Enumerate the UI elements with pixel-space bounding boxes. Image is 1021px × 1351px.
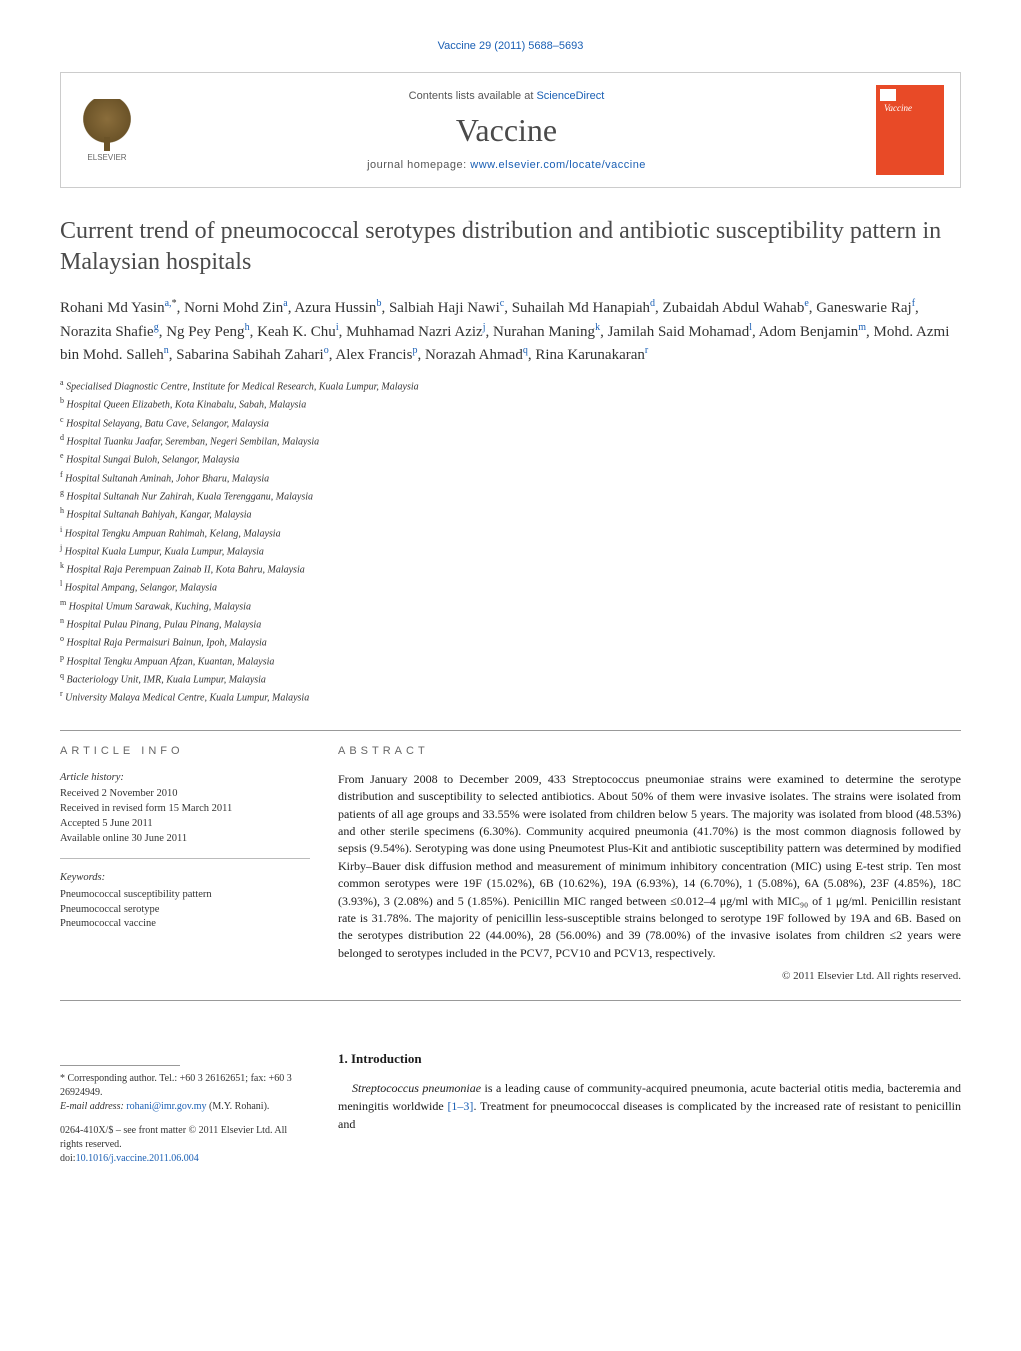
info-divider <box>60 858 310 859</box>
footer-left-column: * Corresponding author. Tel.: +60 3 2616… <box>60 1015 310 1166</box>
issn-line: 0264-410X/$ – see front matter © 2011 El… <box>60 1124 310 1152</box>
citation-header: Vaccine 29 (2011) 5688–5693 <box>60 40 961 52</box>
body-row: * Corresponding author. Tel.: +60 3 2616… <box>60 1015 961 1166</box>
page-root: Vaccine 29 (2011) 5688–5693 ELSEVIER Con… <box>0 0 1021 1206</box>
authors-list: Rohani Md Yasina,*, Norni Mohd Zina, Azu… <box>60 296 961 367</box>
contents-text: Contents lists available at <box>409 90 534 102</box>
journal-name: Vaccine <box>137 112 876 149</box>
journal-masthead: ELSEVIER Contents lists available at Sci… <box>60 72 961 188</box>
abstract-text: From January 2008 to December 2009, 433 … <box>338 771 961 962</box>
email-attribution: (M.Y. Rohani). <box>209 1101 269 1112</box>
citation-link[interactable]: Vaccine 29 (2011) 5688–5693 <box>438 40 584 52</box>
section-divider <box>60 730 961 731</box>
introduction-column: 1. Introduction Streptococcus pneumoniae… <box>338 1051 961 1166</box>
affiliation-line: i Hospital Tengku Ampuan Rahimah, Kelang… <box>60 524 961 541</box>
affiliation-line: b Hospital Queen Elizabeth, Kota Kinabal… <box>60 395 961 412</box>
affiliation-line: c Hospital Selayang, Batu Cave, Selangor… <box>60 414 961 431</box>
affiliation-line: m Hospital Umum Sarawak, Kuching, Malays… <box>60 597 961 614</box>
affiliation-line: a Specialised Diagnostic Centre, Institu… <box>60 377 961 394</box>
elsevier-tree-icon <box>82 99 132 149</box>
history-lines: Received 2 November 2010Received in revi… <box>60 787 310 846</box>
abstract-heading: ABSTRACT <box>338 745 961 757</box>
history-line: Received in revised form 15 March 2011 <box>60 802 310 817</box>
affiliation-line: e Hospital Sungai Buloh, Selangor, Malay… <box>60 450 961 467</box>
corresponding-label: * Corresponding author. Tel.: +60 3 2616… <box>60 1072 310 1100</box>
affiliation-line: l Hospital Ampang, Selangor, Malaysia <box>60 578 961 595</box>
email-label: E-mail address: <box>60 1101 124 1112</box>
introduction-heading: 1. Introduction <box>338 1051 961 1067</box>
keywords-label: Keywords: <box>60 871 310 886</box>
article-info-heading: ARTICLE INFO <box>60 745 310 757</box>
info-abstract-row: ARTICLE INFO Article history: Received 2… <box>60 745 961 982</box>
cover-text: Vaccine <box>884 103 912 113</box>
history-label: Article history: <box>60 771 310 786</box>
article-info-block: Article history: Received 2 November 201… <box>60 771 310 932</box>
journal-cover-thumbnail[interactable]: Vaccine <box>876 85 944 175</box>
footnote-rule <box>60 1065 180 1066</box>
affiliation-line: d Hospital Tuanku Jaafar, Seremban, Nege… <box>60 432 961 449</box>
keyword-line: Pneumococcal susceptibility pattern <box>60 888 310 903</box>
doi-link[interactable]: 10.1016/j.vaccine.2011.06.004 <box>76 1153 199 1164</box>
affiliation-line: o Hospital Raja Permaisuri Bainun, Ipoh,… <box>60 633 961 650</box>
masthead-center: Contents lists available at ScienceDirec… <box>137 90 876 171</box>
history-line: Available online 30 June 2011 <box>60 832 310 847</box>
affiliation-line: k Hospital Raja Perempuan Zainab II, Kot… <box>60 560 961 577</box>
homepage-label: journal homepage: <box>367 159 467 171</box>
affiliation-line: h Hospital Sultanah Bahiyah, Kangar, Mal… <box>60 505 961 522</box>
elsevier-label: ELSEVIER <box>87 153 126 162</box>
affiliation-line: f Hospital Sultanah Aminah, Johor Bharu,… <box>60 469 961 486</box>
introduction-paragraph: Streptococcus pneumoniae is a leading ca… <box>338 1079 961 1133</box>
history-line: Accepted 5 June 2011 <box>60 817 310 832</box>
affiliation-line: g Hospital Sultanah Nur Zahirah, Kuala T… <box>60 487 961 504</box>
homepage-link[interactable]: www.elsevier.com/locate/vaccine <box>470 159 646 171</box>
section-divider-2 <box>60 1000 961 1001</box>
article-title: Current trend of pneumococcal serotypes … <box>60 216 961 278</box>
keyword-line: Pneumococcal serotype <box>60 903 310 918</box>
abstract-column: ABSTRACT From January 2008 to December 2… <box>338 745 961 982</box>
affiliation-line: n Hospital Pulau Pinang, Pulau Pinang, M… <box>60 615 961 632</box>
affiliations-list: a Specialised Diagnostic Centre, Institu… <box>60 377 961 706</box>
abstract-copyright: © 2011 Elsevier Ltd. All rights reserved… <box>338 970 961 982</box>
doi-label: doi: <box>60 1153 76 1164</box>
homepage-line: journal homepage: www.elsevier.com/locat… <box>137 159 876 171</box>
sciencedirect-link[interactable]: ScienceDirect <box>536 90 604 102</box>
elsevier-logo[interactable]: ELSEVIER <box>77 95 137 165</box>
doi-block: 0264-410X/$ – see front matter © 2011 El… <box>60 1124 310 1166</box>
corresponding-email-link[interactable]: rohani@imr.gov.my <box>126 1101 206 1112</box>
keywords-lines: Pneumococcal susceptibility patternPneum… <box>60 888 310 932</box>
corresponding-author-note: * Corresponding author. Tel.: +60 3 2616… <box>60 1072 310 1114</box>
article-info-column: ARTICLE INFO Article history: Received 2… <box>60 745 310 982</box>
keyword-line: Pneumococcal vaccine <box>60 917 310 932</box>
affiliation-line: q Bacteriology Unit, IMR, Kuala Lumpur, … <box>60 670 961 687</box>
history-line: Received 2 November 2010 <box>60 787 310 802</box>
affiliation-line: r University Malaya Medical Centre, Kual… <box>60 688 961 705</box>
footer-area: * Corresponding author. Tel.: +60 3 2616… <box>60 1065 310 1166</box>
contents-line: Contents lists available at ScienceDirec… <box>137 90 876 102</box>
affiliation-line: j Hospital Kuala Lumpur, Kuala Lumpur, M… <box>60 542 961 559</box>
affiliation-line: p Hospital Tengku Ampuan Afzan, Kuantan,… <box>60 652 961 669</box>
